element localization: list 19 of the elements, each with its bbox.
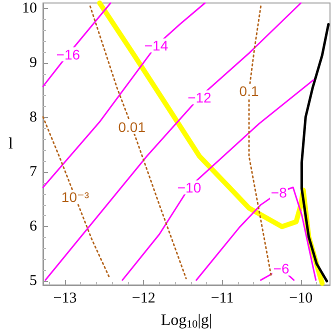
y-axis-title: l bbox=[8, 136, 14, 152]
x-tick-label: −13 bbox=[53, 290, 77, 306]
series-label: −8 bbox=[270, 184, 288, 200]
line-series bbox=[42, 116, 111, 280]
series-label: −6 bbox=[273, 260, 290, 277]
series-label: 0.1 bbox=[239, 82, 259, 99]
line-series bbox=[300, 23, 330, 282]
line-series bbox=[44, 2, 302, 281]
y-tick-label: 6 bbox=[30, 218, 38, 235]
y-tick-label: 8 bbox=[30, 110, 37, 126]
y-tick-label: 7 bbox=[30, 164, 38, 180]
series-label: 0.01 bbox=[118, 118, 146, 135]
x-tick-label: −10 bbox=[289, 290, 313, 306]
y-tick-label: 10 bbox=[22, 0, 37, 16]
y-tick-label: 5 bbox=[30, 273, 37, 290]
series-label: 10⁻³ bbox=[61, 189, 90, 206]
y-tick-label: 9 bbox=[30, 55, 37, 71]
x-tick-label: −11 bbox=[210, 290, 234, 306]
x-tick-label: −12 bbox=[132, 290, 156, 306]
